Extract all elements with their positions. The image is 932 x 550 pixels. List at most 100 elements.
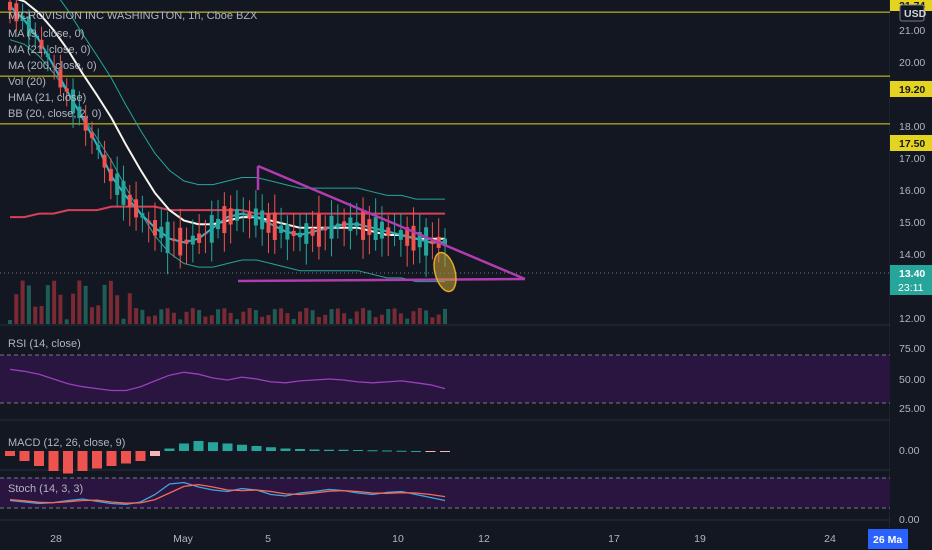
macd-histogram-bar (193, 441, 204, 451)
volume-bar (39, 305, 44, 324)
volume-bar (45, 285, 50, 324)
volume-bar (430, 317, 435, 324)
volume-bar (272, 309, 277, 324)
indicator-label[interactable]: Vol (20) (8, 76, 46, 88)
price-axis[interactable]: 21.00 20.00 18.00 17.00 16.00 15.00 14.0… (890, 0, 932, 550)
volume-bar (64, 319, 69, 324)
time-label: 19 (694, 533, 706, 545)
indicator-label[interactable]: HMA (21, close) (8, 92, 86, 104)
macd-histogram-bar (396, 450, 407, 452)
candle-body (430, 240, 435, 245)
triangle-upper-trendline[interactable] (257, 164, 526, 281)
time-axis[interactable]: 28 May 5 10 12 17 19 24 26 Ma (0, 528, 908, 550)
stoch-k-line (9, 481, 446, 506)
stoch-label[interactable]: Stoch (14, 3, 3) (8, 483, 83, 495)
volume-bar (241, 311, 246, 324)
price-tick: 16.00 (899, 185, 925, 197)
price-tick: 21.00 (899, 25, 925, 37)
rsi-band (0, 355, 890, 403)
volume-bar (411, 311, 416, 324)
candlesticks (8, 0, 447, 277)
candle-body (33, 34, 38, 36)
triangle-lower-trendline[interactable] (237, 277, 526, 283)
macd-histogram-bar (295, 449, 305, 451)
candle-body (272, 212, 277, 240)
indicator-label[interactable]: MA (21, close, 0) (8, 44, 91, 56)
indicator-label[interactable]: MA (9, close, 0) (8, 28, 84, 40)
stoch-tick: 0.00 (899, 514, 920, 526)
volume-bar (304, 308, 309, 324)
candle-body (197, 233, 202, 243)
volume-bar (323, 314, 328, 324)
volume-bar (392, 308, 397, 324)
horizontal-levels[interactable] (0, 11, 890, 125)
candle-body (354, 222, 359, 227)
symbol-title[interactable]: MICROVISION INC WASHINGTON, 1h, Cboe BZX (8, 10, 258, 22)
volume-bar (361, 308, 366, 324)
candle-body (89, 132, 94, 138)
volume-bar (253, 310, 258, 324)
volume-bar (153, 315, 157, 324)
volume-bar (83, 285, 88, 324)
volume-bar (127, 293, 132, 324)
macd-histogram-bar (367, 450, 378, 452)
rsi-tick: 25.00 (899, 403, 925, 415)
candle-body (291, 230, 296, 237)
macd-histogram-bar (34, 451, 44, 466)
currency-badge[interactable] (899, 4, 925, 22)
candle-body (209, 215, 214, 243)
candle-body (77, 106, 82, 119)
volume-bar (443, 308, 447, 324)
price-tick: 15.00 (899, 217, 925, 229)
level-badge-text: 17.50 (899, 138, 925, 150)
macd-histogram-bar (425, 451, 436, 452)
macd-histogram-bar (5, 451, 15, 456)
volume-bar (386, 309, 391, 324)
volume-bar (354, 311, 359, 324)
rsi-series (9, 368, 446, 392)
candle-body (216, 218, 221, 230)
candle-body (298, 232, 302, 238)
volume-bar (96, 305, 101, 324)
indicator-label[interactable]: MA (200, close, 0) (8, 60, 97, 72)
stoch-d-line (9, 483, 446, 504)
macd-histogram-bar (251, 446, 262, 451)
time-label: 5 (265, 533, 271, 545)
volume-bar (165, 308, 170, 324)
candle-body (348, 217, 353, 231)
volume-bar (417, 308, 422, 324)
price-tick: 20.00 (899, 57, 925, 69)
candle-body (342, 221, 347, 227)
time-label: 28 (50, 533, 62, 545)
time-label: 17 (608, 533, 620, 545)
candle-body (127, 194, 132, 207)
volume-bar (342, 313, 347, 324)
highlight-ellipse[interactable] (430, 250, 460, 294)
currency-label: USD (904, 8, 927, 20)
candle-body (247, 212, 252, 219)
macd-tick: 0.00 (899, 445, 920, 457)
rsi-label[interactable]: RSI (14, close) (8, 338, 81, 350)
triangle-drawing[interactable] (237, 164, 526, 283)
candle-body (190, 235, 195, 245)
candle-body (26, 16, 31, 37)
candle-body (64, 88, 69, 92)
macd-series (5, 441, 450, 474)
macd-label[interactable]: MACD (12, 26, close, 9) (8, 437, 125, 449)
candle-body (140, 213, 145, 218)
volume-bar (316, 316, 321, 324)
volume-bar (279, 308, 284, 324)
last-price-badge (890, 265, 932, 295)
volume-bar (234, 319, 239, 324)
volume-bar (348, 318, 353, 324)
indicator-label[interactable]: BB (20, close, 2, 0) (8, 108, 102, 120)
macd-histogram-bar (382, 450, 392, 452)
volume-bar (266, 315, 271, 324)
volume-bar (58, 294, 63, 324)
volume-bar (146, 316, 151, 324)
candle-body (373, 217, 378, 241)
legend[interactable]: MICROVISION INC WASHINGTON, 1h, Cboe BZX… (8, 10, 258, 495)
macd-histogram-bar (440, 451, 450, 452)
